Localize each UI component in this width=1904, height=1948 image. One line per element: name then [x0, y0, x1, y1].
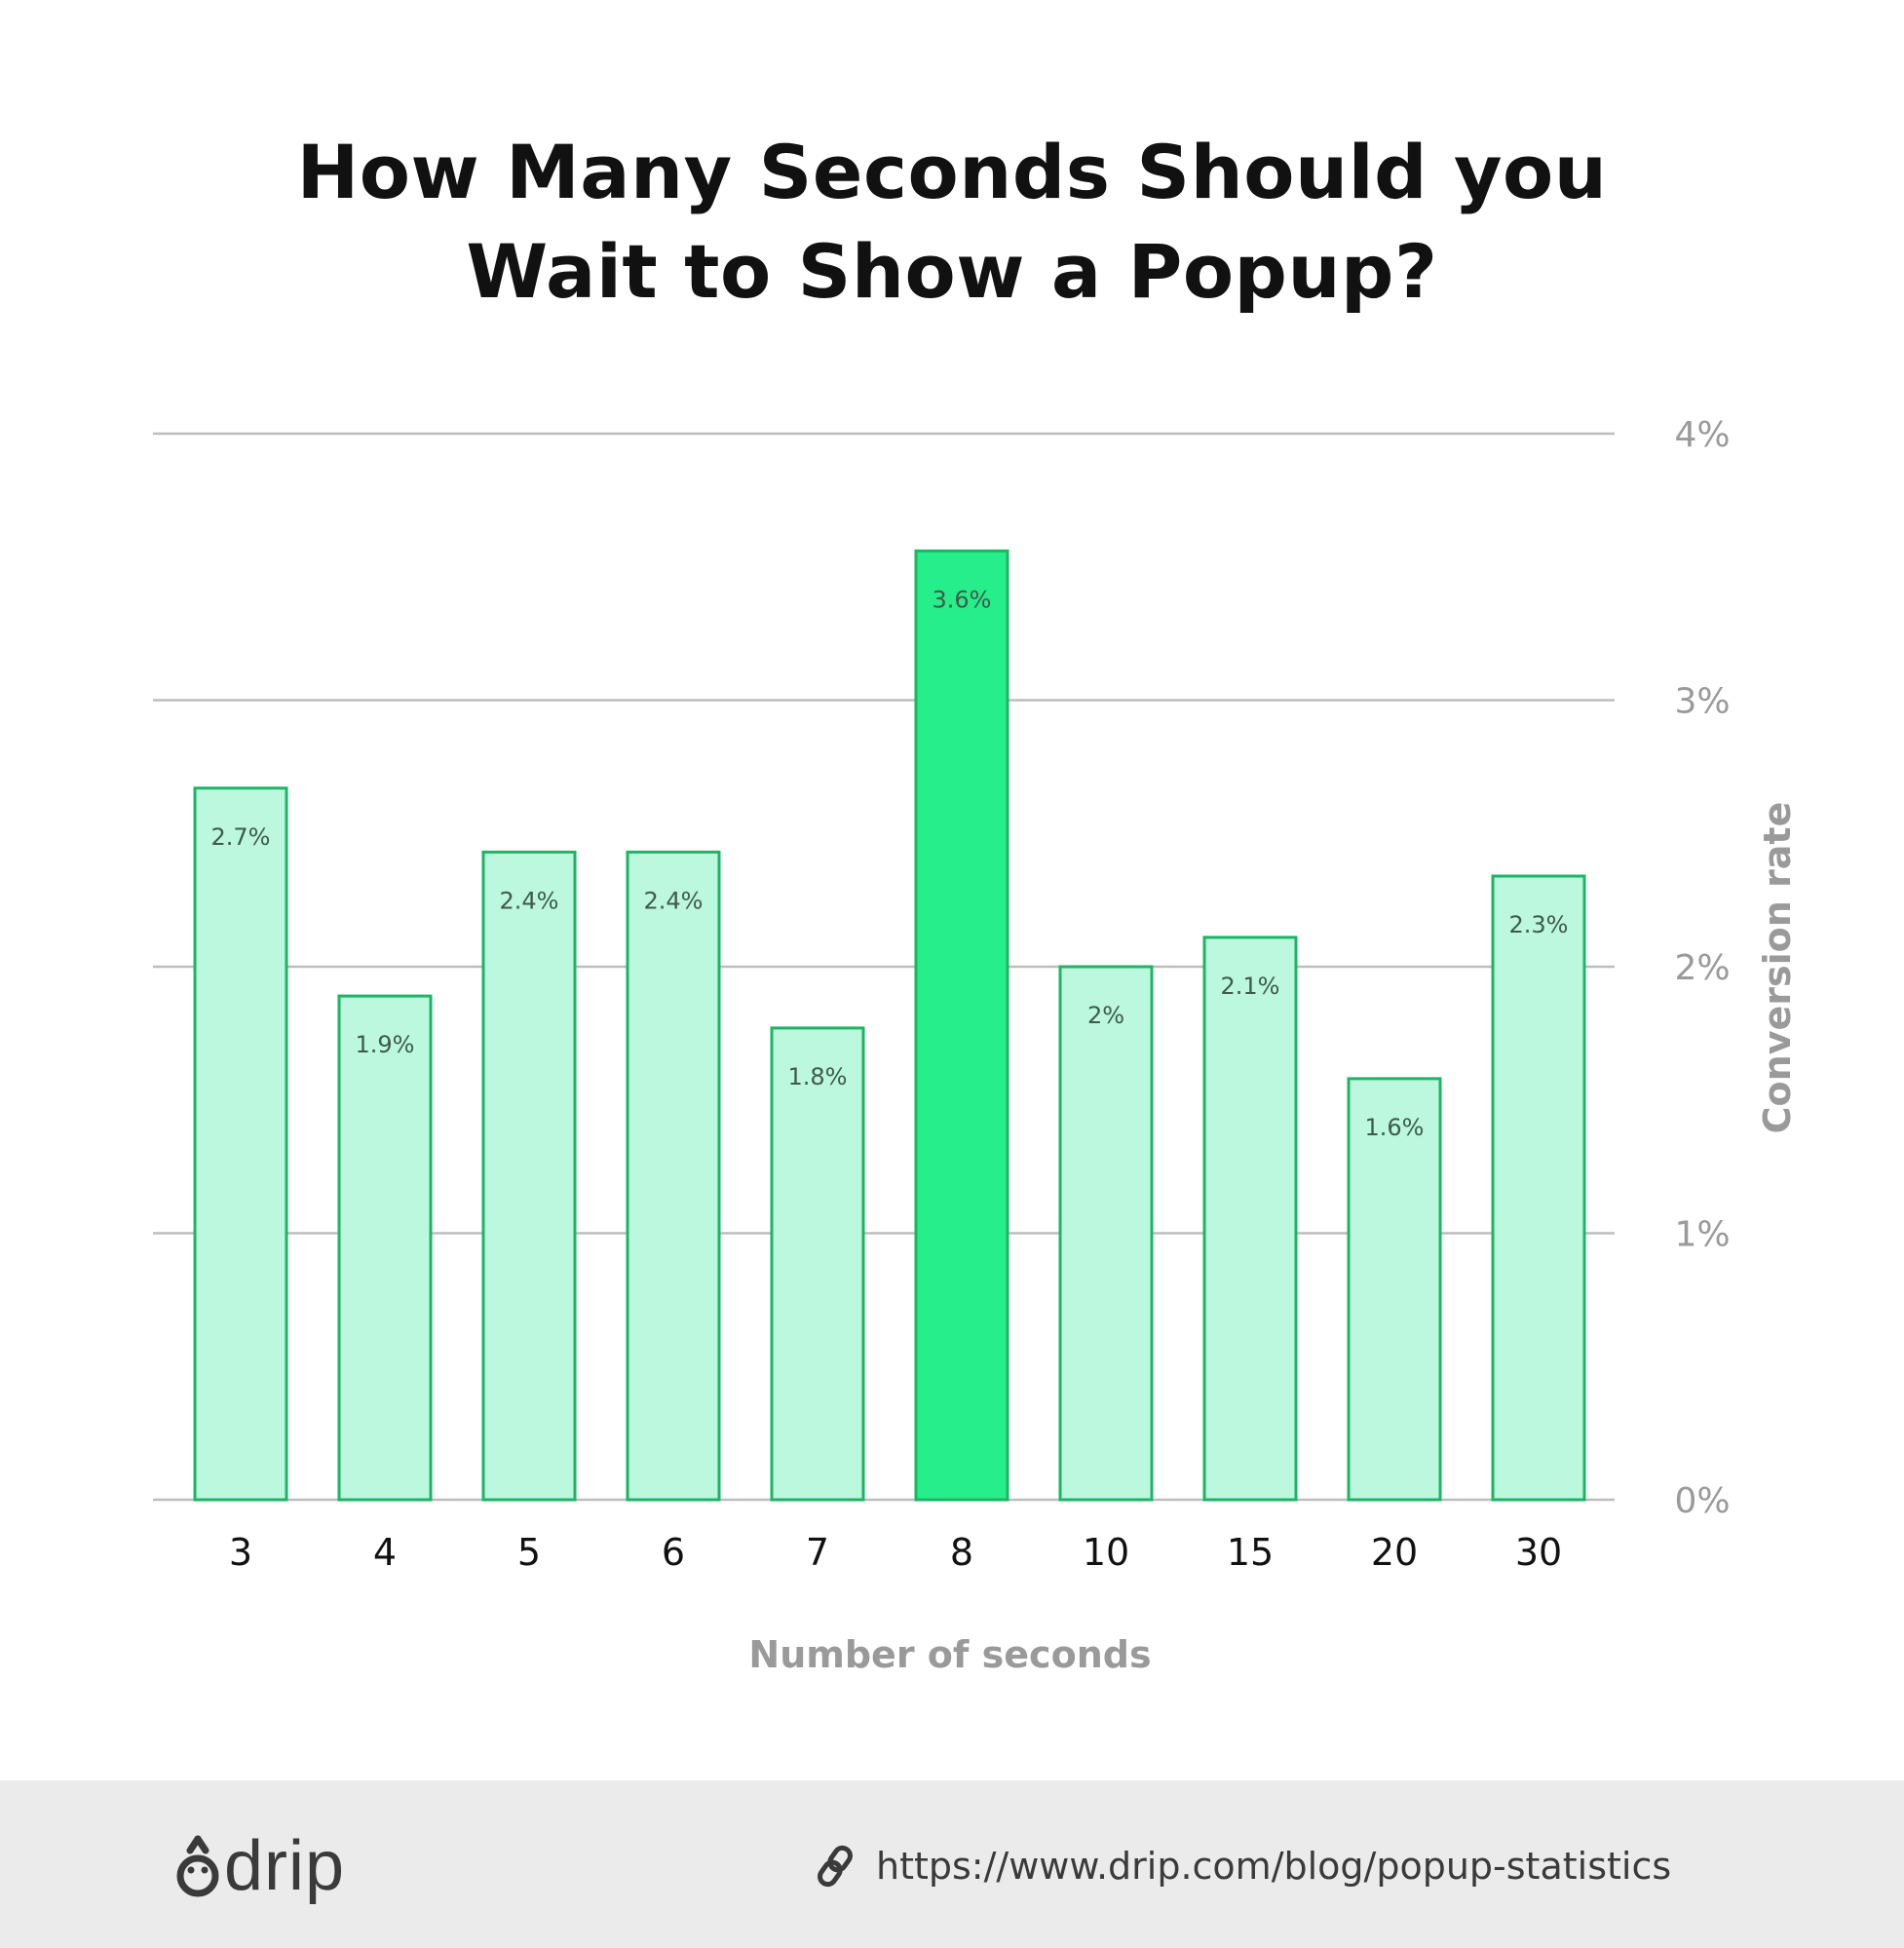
- bars: [193, 549, 1586, 1502]
- y-tick-label-0: 0%: [1674, 1481, 1730, 1521]
- y-tick-label-2: 2%: [1674, 948, 1730, 988]
- bar-6: [626, 850, 721, 1502]
- data-label-3: 2.7%: [211, 823, 271, 851]
- data-label-30: 2.3%: [1509, 911, 1569, 938]
- y-tick-label-1: 1%: [1674, 1215, 1730, 1255]
- y-tick-labels: 0% 1% 2% 3% 4%: [1674, 415, 1730, 1521]
- data-label-10: 2%: [1087, 1002, 1124, 1029]
- bar-20: [1347, 1077, 1442, 1502]
- data-label-20: 1.6%: [1365, 1114, 1425, 1141]
- x-axis-title: Number of seconds: [748, 1633, 1151, 1676]
- bar-8: [914, 549, 1009, 1502]
- source-link[interactable]: https://www.drip.com/blog/popup-statisti…: [814, 1837, 1671, 1895]
- bar-4: [337, 994, 433, 1502]
- x-tick-label-15: 15: [1227, 1531, 1274, 1574]
- y-tick-label-3: 3%: [1674, 682, 1730, 722]
- bar-data-labels: 2.7% 1.9% 2.4% 2.4% 1.8% 3.6% 2% 2.1% 1.6% 2.3%: [211, 586, 1569, 1141]
- x-tick-label-10: 10: [1083, 1531, 1129, 1574]
- source-url[interactable]: https://www.drip.com/blog/popup-statisti…: [876, 1845, 1672, 1888]
- data-label-7: 1.8%: [788, 1063, 848, 1090]
- drip-logo[interactable]: drip: [175, 1827, 345, 1905]
- x-tick-label-8: 8: [950, 1531, 973, 1574]
- data-label-4: 1.9%: [356, 1031, 415, 1058]
- data-label-15: 2.1%: [1221, 973, 1280, 1000]
- x-tick-label-4: 4: [373, 1531, 397, 1574]
- x-tick-label-3: 3: [229, 1531, 252, 1574]
- bar-chart: 2.7% 1.9% 2.4% 2.4% 1.8% 3.6% 2% 2.1% 1.6% 2.3% 0…: [153, 415, 1799, 1676]
- y-tick-label-4: 4%: [1674, 415, 1730, 455]
- footer-bar: drip https://www.drip.com/blog/popup-sta…: [0, 1780, 1904, 1948]
- x-tick-label-5: 5: [517, 1531, 541, 1574]
- drip-drop-icon: [176, 1835, 219, 1897]
- x-tick-label-20: 20: [1371, 1531, 1418, 1574]
- x-tick-label-7: 7: [806, 1531, 829, 1574]
- chart-title: How Many Seconds Should you Wait to Show…: [0, 123, 1904, 322]
- chart-title-line-1: How Many Seconds Should you: [296, 129, 1608, 215]
- bar-3: [193, 786, 288, 1502]
- bar-10: [1058, 965, 1154, 1502]
- x-tick-label-6: 6: [662, 1531, 685, 1574]
- link-icon: [818, 1845, 853, 1888]
- bar-7: [770, 1026, 865, 1502]
- drip-logo-text: drip: [224, 1827, 346, 1905]
- bar-30: [1491, 874, 1586, 1502]
- bar-15: [1202, 936, 1298, 1502]
- x-tick-labels: 3 4 5 6 7 8 10 15 20 30: [229, 1531, 1562, 1574]
- y-axis-title: Conversion rate: [1756, 802, 1799, 1134]
- data-label-8: 3.6%: [933, 586, 992, 613]
- x-tick-label-30: 30: [1515, 1531, 1562, 1574]
- bar-5: [481, 850, 577, 1502]
- data-label-5: 2.4%: [500, 887, 559, 914]
- chart-title-line-2: Wait to Show a Popup?: [466, 228, 1438, 315]
- data-label-6: 2.4%: [644, 887, 704, 914]
